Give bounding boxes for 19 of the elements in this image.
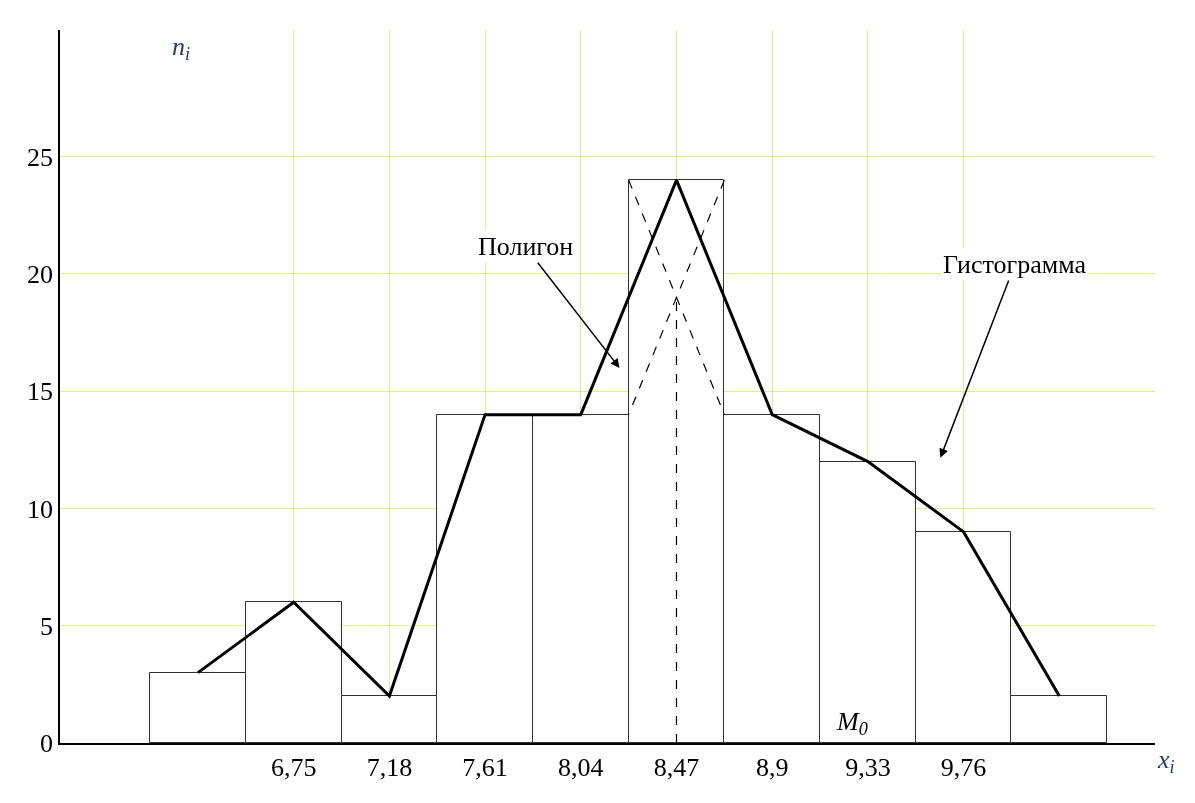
annotation: M$_{0}$ <box>836 707 868 740</box>
x-tick-label: 8,47 <box>653 752 700 782</box>
x-tick-label: 9,76 <box>940 752 987 782</box>
y-tick-label: 10 <box>27 494 54 524</box>
y-tick-label: 20 <box>27 260 54 290</box>
y-axis-title: n$_{i}$ <box>172 32 191 65</box>
annotation: Полигон <box>478 232 574 261</box>
x-tick-label: 6,75 <box>270 752 317 782</box>
x-tick-label: 8,04 <box>558 752 604 782</box>
x-tick-label: 8,9 <box>755 752 789 782</box>
x-tick-label: 9,33 <box>845 752 891 782</box>
y-tick-label: 0 <box>40 729 54 759</box>
y-tick-label: 5 <box>40 611 54 641</box>
annotation: Гистограмма <box>943 250 1087 279</box>
x-axis-title: x$_{i}$ <box>1157 745 1175 778</box>
y-tick-label: 15 <box>27 377 54 407</box>
x-tick-label: 7,18 <box>366 752 413 782</box>
x-tick-label: 7,61 <box>462 752 508 782</box>
y-tick-label: 25 <box>27 142 54 172</box>
